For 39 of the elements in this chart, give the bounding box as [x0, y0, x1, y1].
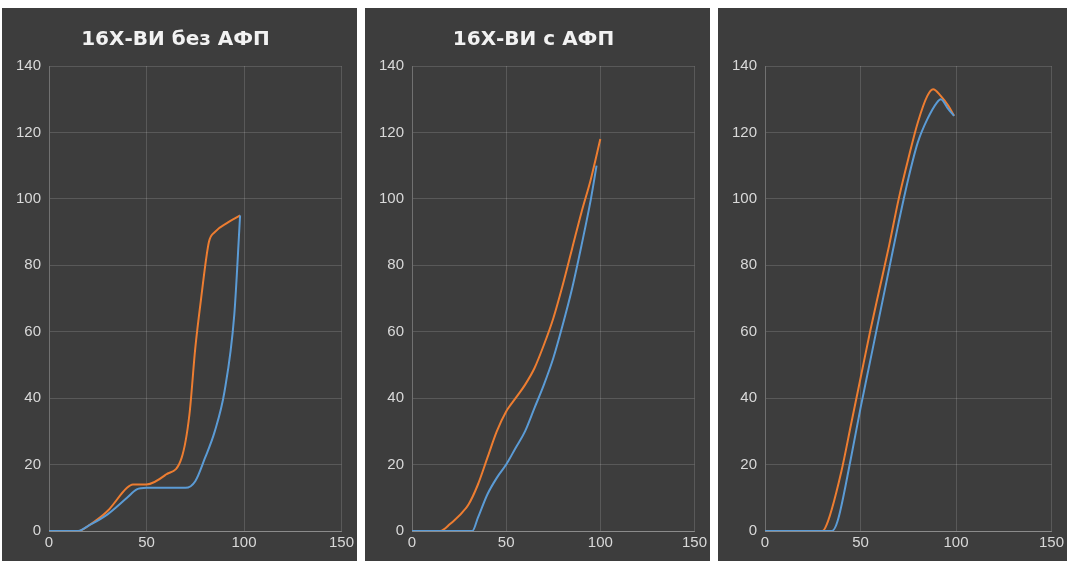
x-tick-label: 50	[138, 533, 155, 551]
y-tick-label: 20	[740, 454, 758, 472]
y-tick-label: 100	[379, 189, 405, 206]
x-tick-label: 0	[44, 533, 54, 551]
y-tick-label: 120	[379, 122, 405, 140]
y-tick-label: 0	[748, 521, 758, 539]
y-tick-label: 0	[395, 521, 405, 539]
y-tick-label: 20	[387, 454, 405, 472]
y-tick-label: 100	[732, 189, 758, 206]
y-tick-label: 20	[24, 454, 42, 472]
chart-title: 16Х-ВИ с АФП	[452, 26, 615, 51]
y-tick-label: 140	[732, 56, 758, 74]
x-tick-label: 100	[231, 533, 257, 551]
y-tick-label: 80	[740, 255, 758, 273]
chart-title: 16Х-ВИ без АФП	[81, 26, 270, 51]
y-tick-label: 100	[16, 189, 42, 206]
y-tick-label: 80	[387, 255, 405, 273]
x-tick-label: 0	[407, 533, 417, 551]
y-tick-label: 40	[740, 388, 758, 406]
x-tick-label: 100	[943, 533, 969, 551]
y-tick-label: 60	[24, 321, 42, 339]
y-tick-label: 120	[732, 122, 758, 140]
y-tick-label: 0	[32, 521, 42, 539]
y-tick-label: 80	[24, 255, 42, 273]
x-tick-label: 100	[587, 533, 613, 551]
y-tick-label: 140	[16, 56, 42, 74]
y-tick-label: 60	[387, 321, 405, 339]
x-tick-label: 150	[328, 533, 354, 551]
x-tick-label: 50	[852, 533, 869, 551]
y-tick-label: 40	[387, 388, 405, 406]
y-tick-label: 40	[24, 388, 42, 406]
y-tick-label: 60	[740, 321, 758, 339]
x-tick-label: 50	[497, 533, 515, 551]
y-tick-label: 140	[379, 56, 405, 74]
x-tick-label: 150	[681, 533, 707, 551]
x-tick-label: 0	[760, 533, 770, 551]
x-tick-label: 150	[1038, 533, 1064, 551]
y-tick-label: 120	[16, 122, 42, 140]
line-series	[49, 214, 242, 531]
